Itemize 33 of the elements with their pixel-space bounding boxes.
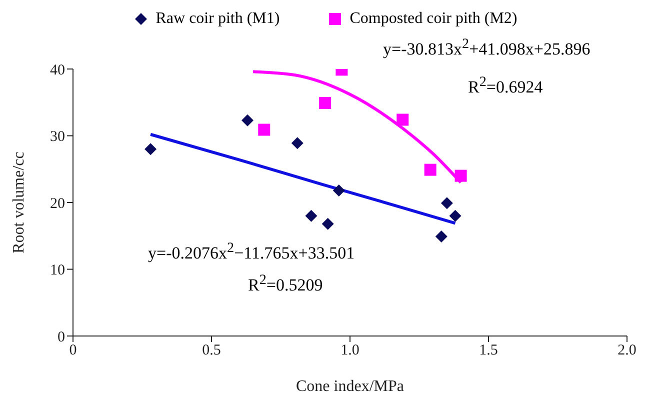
text: y=-30.813x$^{2}$+41.098x+25.896	[383, 36, 590, 60]
y-tick-label: 40	[50, 62, 65, 78]
point	[242, 114, 254, 126]
x-tick-label: 1.0	[340, 342, 360, 359]
point	[435, 230, 448, 243]
x-tick-label: 1.5	[479, 342, 498, 359]
point	[332, 184, 345, 196]
point	[305, 210, 318, 222]
legend-label: Composted coir pith (M2)	[350, 10, 518, 28]
x-tick-label: 0	[69, 342, 77, 359]
y-tick-label: 20	[50, 196, 65, 212]
point	[440, 197, 453, 210]
y-tick-label: 0	[58, 329, 65, 346]
annotation: R$^{2}$=0.6924	[468, 74, 543, 98]
point	[454, 170, 467, 182]
annotation: R$^{2}$=0.5209	[248, 272, 323, 296]
y-tick-label: 30	[50, 129, 65, 146]
point	[319, 97, 332, 110]
y-axis-title: Root volume/cc	[10, 152, 28, 254]
x-axis-title: Cone index/MPa	[296, 378, 404, 395]
x-tick-label: 2.0	[618, 342, 636, 359]
legend-label: Raw coir pith (M1)	[156, 10, 280, 28]
point	[291, 137, 304, 150]
point	[449, 210, 462, 222]
y-tick-label: 10	[50, 262, 65, 279]
point	[144, 143, 157, 156]
point	[258, 124, 270, 136]
point	[322, 218, 334, 230]
x-tick-label: 0.5	[202, 342, 221, 359]
line-series	[149, 132, 457, 225]
point	[424, 164, 436, 176]
annotation: y=-0.2076x$^{2}$−11.765x+33.501	[148, 240, 355, 264]
point	[396, 114, 409, 126]
